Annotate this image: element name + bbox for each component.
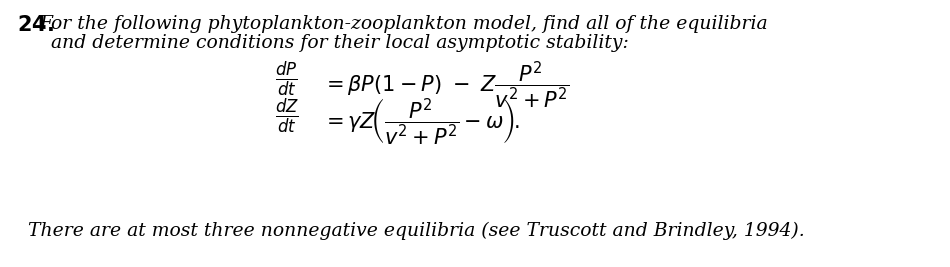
Text: $= \beta P(1 - P) \ - \ Z\dfrac{P^2}{v^2 + P^2}$: $= \beta P(1 - P) \ - \ Z\dfrac{P^2}{v^2… — [322, 60, 570, 111]
Text: $\mathbf{24.}$: $\mathbf{24.}$ — [17, 15, 53, 35]
Text: $= \gamma Z\!\left(\dfrac{P^2}{v^2 + P^2} - \omega\right)\!.$: $= \gamma Z\!\left(\dfrac{P^2}{v^2 + P^2… — [322, 97, 520, 148]
Text: There are at most three nonnegative equilibria (see Truscott and Brindley, 1994): There are at most three nonnegative equi… — [28, 222, 805, 240]
Text: $\frac{dP}{dt}$: $\frac{dP}{dt}$ — [276, 60, 297, 99]
Text: $\frac{dZ}{dt}$: $\frac{dZ}{dt}$ — [276, 97, 299, 136]
Text: For the following phytoplankton-zooplankton model, find all of the equilibria: For the following phytoplankton-zooplank… — [39, 15, 768, 33]
Text: and determine conditions for their local asymptotic stability:: and determine conditions for their local… — [51, 34, 629, 52]
